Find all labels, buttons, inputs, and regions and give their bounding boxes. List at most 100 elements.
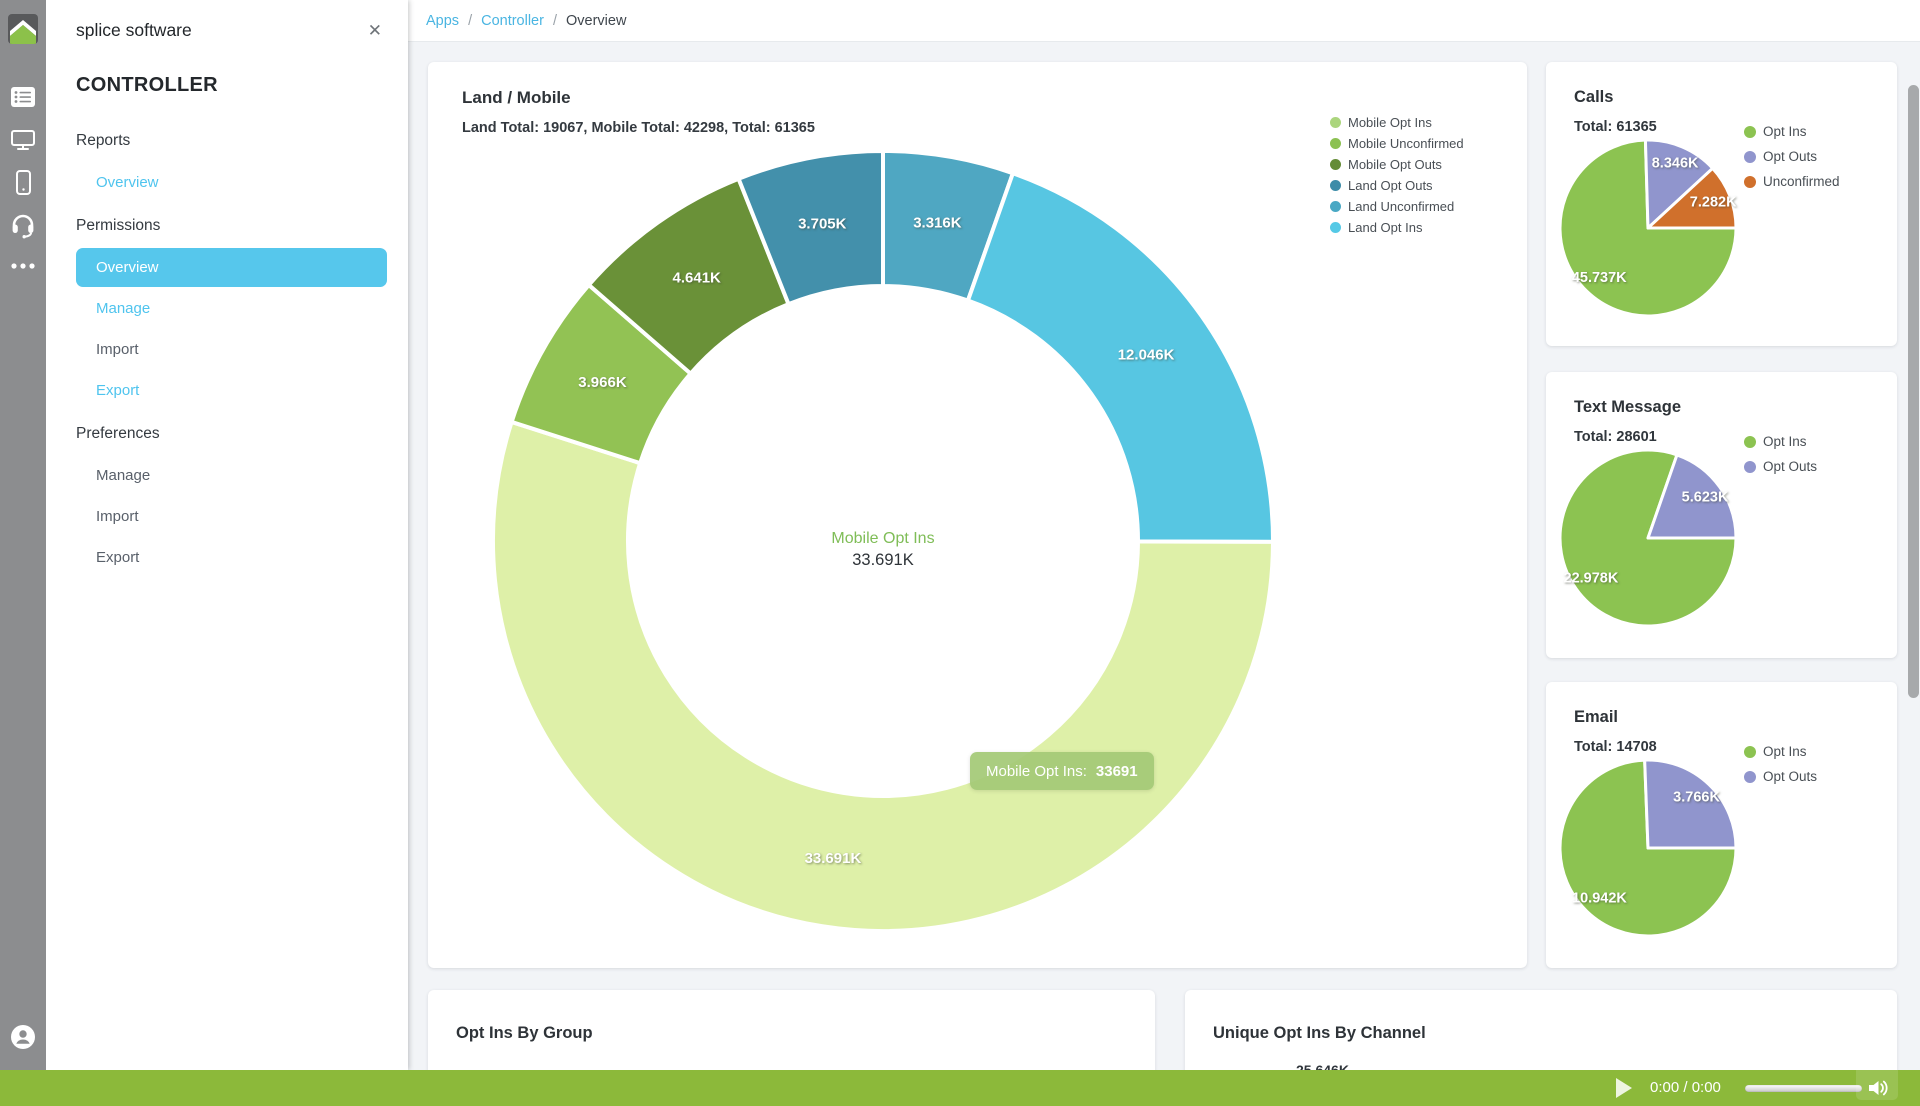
sidebar-item-preferences-manage[interactable]: Manage: [96, 467, 151, 484]
legend-dot-opt-outs: [1744, 460, 1756, 473]
slice-land_mobile-land-opt-ins[interactable]: [965, 171, 1275, 544]
legend-dot-unconfirmed: [1744, 175, 1756, 188]
legend-label: Opt Outs: [1763, 769, 1818, 784]
legend-dot-opt-outs: [1744, 770, 1756, 783]
slice-email-opt-outs[interactable]: [1643, 758, 1738, 850]
text-message-title: Text Message: [1574, 398, 1681, 416]
sidebar: splice software ✕ CONTROLLER Reports Over…: [46, 0, 408, 1070]
slice-value-label-opt-outs: 8.346K: [1652, 155, 1699, 171]
land-mobile-card: Land / Mobile Land Total: 19067, Mobile …: [428, 62, 1527, 968]
slice-calls-opt-outs[interactable]: [1643, 138, 1715, 230]
opt-ins-by-group-title: Opt Ins By Group: [456, 1024, 593, 1042]
sidebar-item-permissions-overview[interactable]: Overview: [76, 248, 387, 287]
breadcrumb-overview: Overview: [565, 12, 627, 29]
play-icon[interactable]: [1616, 1078, 1632, 1098]
slice-value-label-opt-outs: 3.766K: [1673, 789, 1720, 805]
slice-value-label-land-opt-ins: 12.046K: [1118, 346, 1175, 363]
legend-dot-opt-ins: [1744, 125, 1756, 138]
legend-item-opt-ins[interactable]: Opt Ins: [1744, 739, 1817, 764]
legend-label: Land Opt Outs: [1348, 178, 1433, 193]
legend-label: Opt Ins: [1763, 744, 1807, 759]
legend-item-opt-ins[interactable]: Opt Ins: [1744, 119, 1840, 144]
desktop-icon[interactable]: [0, 128, 46, 152]
legend-dot-mobile-opt-ins: [1330, 117, 1341, 128]
legend-item-opt-outs[interactable]: Opt Outs: [1744, 144, 1840, 169]
sidebar-item-permissions-manage[interactable]: Manage: [96, 300, 151, 317]
legend-item-mobile-opt-ins[interactable]: Mobile Opt Ins: [1330, 112, 1464, 133]
mobile-icon[interactable]: [0, 169, 46, 196]
text-message-legend: Opt Ins Opt Outs: [1744, 429, 1817, 479]
channel-chart-value-label: 25.646K: [1296, 1062, 1349, 1070]
app-logo-icon[interactable]: [0, 14, 46, 44]
legend-item-opt-outs[interactable]: Opt Outs: [1744, 764, 1817, 789]
land-mobile-legend: Mobile Opt Ins Mobile Unconfirmed Mobile O…: [1330, 112, 1464, 238]
breadcrumb-controller[interactable]: Controller: [481, 12, 544, 29]
list-icon[interactable]: [0, 86, 46, 108]
breadcrumb-apps[interactable]: Apps: [426, 12, 460, 29]
slice-value-label-unconfirmed: 7.282K: [1690, 194, 1737, 210]
legend-dot-mobile-opt-outs: [1330, 159, 1341, 170]
slice-value-label-mobile-opt-outs: 4.641K: [673, 269, 722, 286]
slice-value-label-land-unconfirmed: 3.316K: [913, 215, 962, 232]
headset-icon[interactable]: [0, 212, 46, 239]
slice-text_message-opt-outs[interactable]: [1646, 453, 1738, 540]
slice-value-label-mobile-opt-ins: 33.691K: [805, 850, 862, 867]
legend-item-land-opt-outs[interactable]: Land Opt Outs: [1330, 175, 1464, 196]
sidebar-item-permissions-export[interactable]: Export: [96, 382, 140, 399]
land-mobile-subtitle: Land Total: 19067, Mobile Total: 42298, …: [462, 120, 815, 136]
email-title: Email: [1574, 708, 1619, 726]
legend-item-opt-ins[interactable]: Opt Ins: [1744, 429, 1817, 454]
calls-total: Total: 61365: [1574, 119, 1657, 135]
land-mobile-donut: 3.316K 12.046K 33.691K 3.966K 4.641K 3.705K: [483, 141, 1283, 941]
email-legend: Opt Ins Opt Outs: [1744, 739, 1817, 789]
app-title: splice software: [76, 20, 192, 40]
main-area: Apps / Controller / Overview Land / Mobile L…: [408, 0, 1920, 1070]
sidebar-nav: Reports Overview Permissions Overview Manage…: [46, 119, 408, 577]
text-message-card: Text Message Total: 28601 22.978K 5.623K …: [1546, 372, 1897, 658]
legend-item-mobile-opt-outs[interactable]: Mobile Opt Outs: [1330, 154, 1464, 175]
legend-label: Land Opt Ins: [1348, 220, 1423, 235]
legend-label: Unconfirmed: [1763, 174, 1840, 189]
legend-item-mobile-unconfirmed[interactable]: Mobile Unconfirmed: [1330, 133, 1464, 154]
legend-item-land-opt-ins[interactable]: Land Opt Ins: [1330, 217, 1464, 238]
slice-text_message-opt-ins[interactable]: [1558, 448, 1738, 628]
sidebar-item-permissions-import[interactable]: Import: [96, 341, 139, 358]
legend-label: Opt Outs: [1763, 149, 1818, 164]
sidebar-group-preferences: Preferences: [76, 425, 160, 442]
sidebar-item-preferences-export[interactable]: Export: [96, 549, 140, 566]
breadcrumb-separator: /: [468, 12, 473, 29]
slice-value-label-land-opt-outs: 3.705K: [798, 216, 847, 233]
sidebar-group-reports: Reports: [76, 132, 131, 149]
land-mobile-title: Land / Mobile: [462, 88, 571, 107]
legend-label: Opt Ins: [1763, 434, 1807, 449]
legend-label: Opt Ins: [1763, 124, 1807, 139]
calls-pie: 45.737K 8.346K 7.282K: [1556, 136, 1740, 320]
legend-dot-opt-ins: [1744, 435, 1756, 448]
more-icon[interactable]: [0, 263, 46, 269]
player-progress-bar[interactable]: [1745, 1085, 1862, 1092]
legend-dot-land-opt-outs: [1330, 180, 1341, 191]
volume-icon[interactable]: [1868, 1079, 1890, 1102]
legend-dot-land-unconfirmed: [1330, 201, 1341, 212]
media-player-bar: 0:00 / 0:00: [0, 1070, 1920, 1106]
legend-item-opt-outs[interactable]: Opt Outs: [1744, 454, 1817, 479]
text-message-total: Total: 28601: [1574, 429, 1657, 445]
email-pie: 10.942K 3.766K: [1556, 756, 1740, 940]
slice-land_mobile-mobile-opt-ins[interactable]: [491, 419, 1275, 933]
legend-item-land-unconfirmed[interactable]: Land Unconfirmed: [1330, 196, 1464, 217]
close-icon[interactable]: ✕: [367, 21, 382, 40]
icon-rail: [0, 0, 46, 1070]
sidebar-item-reports-overview[interactable]: Overview: [96, 174, 159, 191]
legend-label: Mobile Opt Outs: [1348, 157, 1442, 172]
legend-item-unconfirmed[interactable]: Unconfirmed: [1744, 169, 1840, 194]
slice-land_mobile-land-opt-outs[interactable]: [736, 149, 885, 307]
section-title: CONTROLLER: [76, 74, 218, 96]
calls-title: Calls: [1574, 88, 1614, 106]
scrollbar-thumb[interactable]: [1908, 85, 1919, 698]
sidebar-item-preferences-import[interactable]: Import: [96, 508, 139, 525]
unique-opt-ins-by-channel-card: Unique Opt Ins By Channel 25.646K: [1185, 990, 1897, 1070]
slice-calls-unconfirmed[interactable]: [1646, 166, 1738, 230]
user-icon[interactable]: [0, 1024, 46, 1050]
chart-tooltip: Mobile Opt Ins: 33691: [970, 752, 1154, 790]
